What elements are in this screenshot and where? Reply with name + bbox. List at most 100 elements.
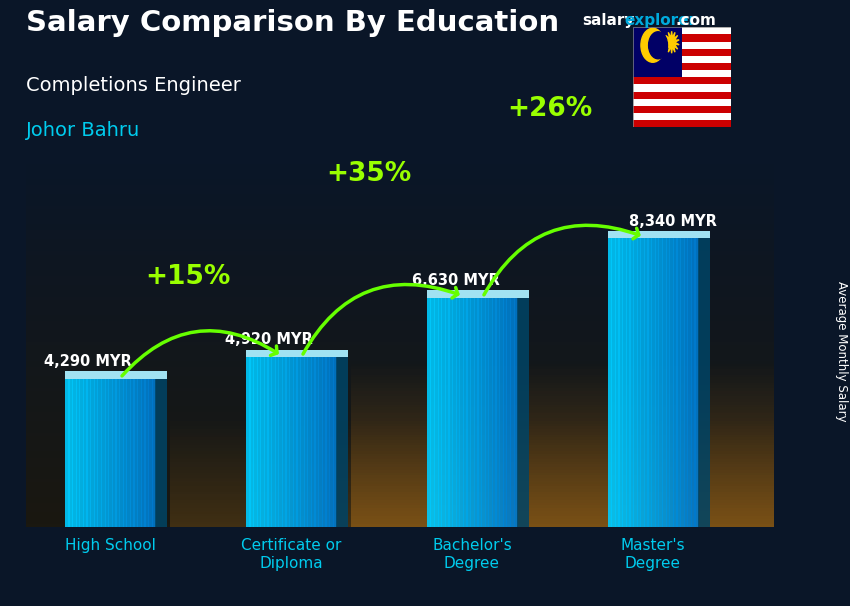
Bar [26,285,774,288]
Bar [26,294,774,297]
Bar [26,218,774,221]
Bar [26,194,774,197]
Bar [351,405,774,407]
Bar [133,379,139,527]
Bar [488,298,493,527]
Bar [26,270,774,273]
Bar [351,478,774,481]
Bar [351,475,774,478]
Bar [26,258,774,261]
Bar [26,433,774,436]
Bar [170,424,774,427]
Bar [26,515,774,518]
Circle shape [641,28,665,62]
Bar [170,421,774,424]
Bar [351,459,774,462]
Bar [79,379,84,527]
Bar [26,351,774,355]
Bar [26,230,774,233]
Bar [351,470,774,473]
Bar [26,458,774,461]
Bar [26,179,774,182]
Bar [611,238,616,527]
Bar [633,77,731,84]
Bar [26,470,774,473]
Bar [170,435,774,438]
Bar [351,445,774,448]
Bar [170,438,774,440]
Bar [318,357,323,527]
Bar [351,377,774,380]
Bar [286,357,291,527]
Bar [246,357,251,527]
Bar [492,298,496,527]
Bar [351,416,774,418]
Bar [26,200,774,203]
Bar [170,513,774,516]
Bar [26,464,774,467]
Bar [170,475,774,478]
Bar [351,438,774,440]
Bar [26,400,774,403]
Bar [26,442,774,445]
Bar [26,173,774,176]
Bar [351,503,774,505]
Bar [517,298,530,527]
Bar [314,357,320,527]
Bar [116,379,120,527]
Bar [87,379,91,527]
Bar [26,370,774,373]
Bar [26,191,774,194]
Bar [633,63,731,70]
Bar [26,518,774,521]
Bar [622,238,627,527]
Bar [26,509,774,512]
Text: Johor Bahru: Johor Bahru [26,121,139,140]
Bar [608,238,613,527]
Bar [619,238,623,527]
Bar [26,461,774,464]
Bar [351,516,774,519]
Bar [307,357,312,527]
Bar [26,297,774,300]
Bar [26,170,774,173]
Bar [456,298,461,527]
Bar [26,364,774,367]
Bar [26,306,774,309]
Bar [633,120,731,127]
Bar [481,298,485,527]
Bar [351,431,774,435]
Bar [430,298,435,527]
Bar [626,238,631,527]
Bar [26,291,774,294]
Bar [170,481,774,484]
Text: +15%: +15% [145,264,231,290]
Bar [170,427,774,429]
Text: Average Monthly Salary: Average Monthly Salary [836,281,848,422]
Bar [499,298,504,527]
Bar [26,424,774,427]
Bar [170,486,774,489]
Bar [26,309,774,312]
Bar [26,491,774,494]
Bar [351,511,774,513]
Bar [26,355,774,358]
Bar [303,357,309,527]
Bar [26,315,774,318]
Bar [26,376,774,379]
Bar [65,379,70,527]
Bar [351,410,774,413]
Bar [26,391,774,394]
Bar [496,298,501,527]
Bar [438,298,442,527]
Bar [170,431,774,435]
Bar [26,227,774,230]
Bar [170,492,774,494]
Bar [26,264,774,267]
FancyBboxPatch shape [427,290,530,298]
Bar [484,298,490,527]
Bar [26,494,774,497]
Bar [351,505,774,508]
Bar [633,84,731,92]
Bar [351,448,774,451]
